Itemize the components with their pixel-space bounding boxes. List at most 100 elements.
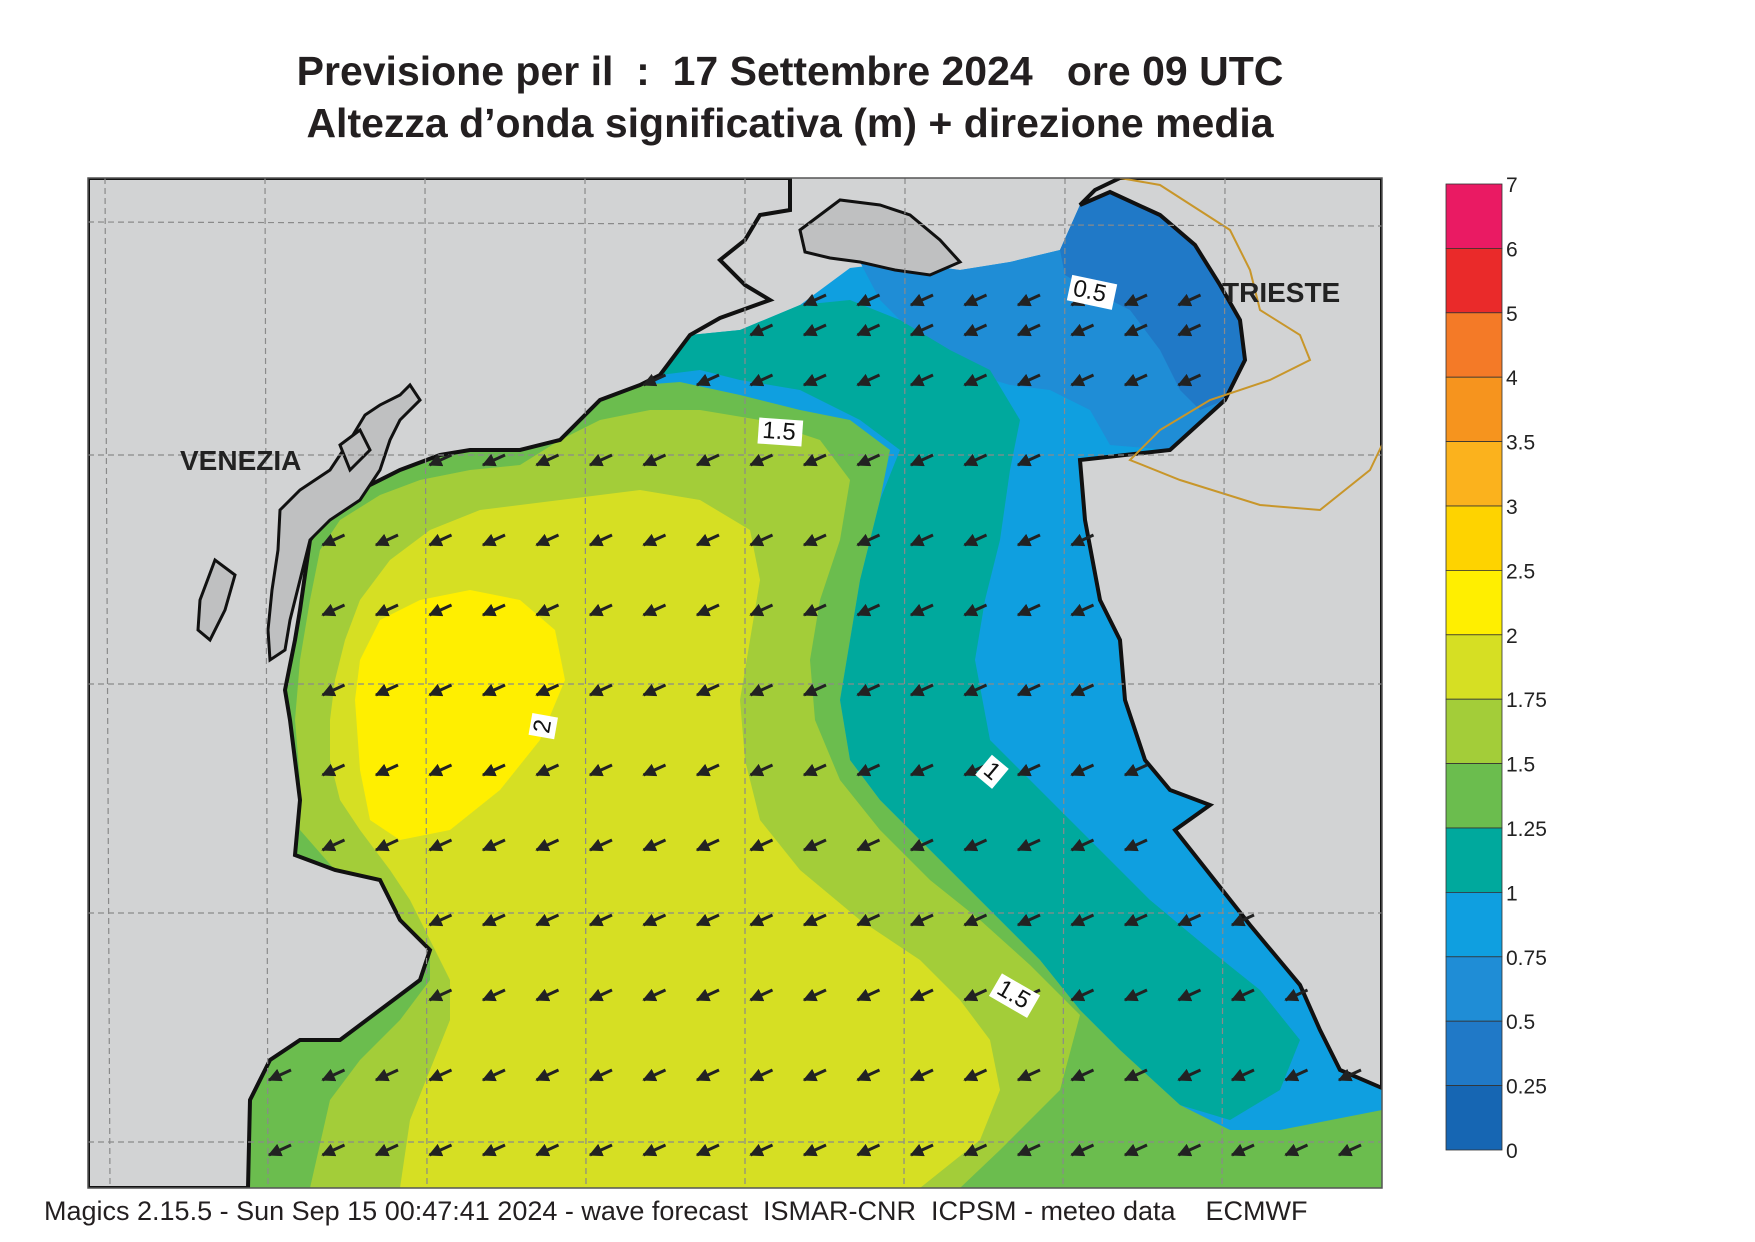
wave-direction-arrow bbox=[749, 603, 774, 617]
wave-direction-arrow bbox=[909, 1143, 934, 1157]
wave-direction-arrow bbox=[1123, 1068, 1148, 1082]
color-scale-legend: 7 6 5 4 3.5 3 2.5 2 1.75 1.5 1.25 1 0.75 0.5 0.25 0 bbox=[1445, 174, 1547, 1163]
wave-direction-arrow bbox=[481, 913, 506, 927]
wave-direction-arrow bbox=[321, 763, 346, 777]
wave-direction-arrow bbox=[1016, 913, 1041, 927]
wave-direction-arrow bbox=[321, 1143, 346, 1157]
wave-direction-arrow bbox=[321, 683, 346, 697]
contour-label: 2 bbox=[528, 717, 557, 735]
wave-direction-arrow bbox=[535, 453, 560, 467]
wave-direction-arrow bbox=[963, 533, 988, 547]
legend-color-box bbox=[1445, 827, 1503, 893]
wave-direction-arrow bbox=[481, 988, 506, 1002]
wave-direction-arrow bbox=[1177, 323, 1202, 337]
wave-direction-arrow bbox=[588, 913, 613, 927]
wave-direction-arrow bbox=[963, 913, 988, 927]
legend-color-box bbox=[1445, 956, 1503, 1022]
wave-direction-arrow bbox=[374, 1068, 399, 1082]
legend-tick-label: 1.5 bbox=[1506, 754, 1535, 777]
wave-direction-arrow bbox=[802, 453, 827, 467]
wave-direction-arrow bbox=[321, 603, 346, 617]
wave-direction-arrow bbox=[802, 293, 827, 307]
wave-direction-arrow bbox=[909, 838, 934, 852]
wave-direction-arrow bbox=[642, 763, 667, 777]
map-title-line2: Altezza d’onda significativa (m) + direz… bbox=[306, 100, 1274, 146]
wave-direction-arrow bbox=[428, 838, 453, 852]
map-title-line1: Previsione per il : 17 Settembre 2024 or… bbox=[296, 48, 1284, 94]
wave-direction-arrow bbox=[695, 838, 720, 852]
wave-direction-arrow bbox=[642, 603, 667, 617]
wave-direction-arrow bbox=[1070, 603, 1095, 617]
wave-direction-arrow bbox=[428, 453, 453, 467]
legend-color-box bbox=[1445, 892, 1503, 958]
wave-direction-arrow bbox=[267, 1143, 292, 1157]
wave-direction-arrow bbox=[535, 533, 560, 547]
wave-direction-arrow bbox=[588, 838, 613, 852]
wave-direction-arrow bbox=[1016, 293, 1041, 307]
wave-direction-arrow bbox=[856, 323, 881, 337]
wave-direction-arrow bbox=[428, 763, 453, 777]
legend-color-box bbox=[1445, 570, 1503, 636]
legend-tick-label: 0.25 bbox=[1506, 1076, 1547, 1099]
wave-direction-arrow bbox=[909, 373, 934, 387]
wave-direction-arrow bbox=[1016, 603, 1041, 617]
wave-direction-arrow bbox=[1070, 1143, 1095, 1157]
wave-direction-arrow bbox=[1123, 988, 1148, 1002]
wave-direction-arrow bbox=[963, 603, 988, 617]
wave-direction-arrow bbox=[535, 683, 560, 697]
legend-color-box bbox=[1445, 698, 1503, 765]
wave-direction-arrow bbox=[428, 1068, 453, 1082]
wave-direction-arrow bbox=[588, 988, 613, 1002]
legend-color-box bbox=[1445, 183, 1503, 249]
wave-direction-arrow bbox=[802, 373, 827, 387]
wave-direction-arrow bbox=[535, 1068, 560, 1082]
legend-tick-label: 6 bbox=[1506, 238, 1518, 261]
legend-tick-label: 0 bbox=[1506, 1140, 1518, 1163]
wave-direction-arrow bbox=[1284, 1143, 1309, 1157]
wave-direction-arrow bbox=[856, 913, 881, 927]
wave-direction-arrow bbox=[1016, 1068, 1041, 1082]
legend-tick-label: 1.75 bbox=[1506, 689, 1547, 712]
wave-direction-arrow bbox=[1177, 1068, 1202, 1082]
wave-direction-arrow bbox=[749, 323, 774, 337]
legend-color-box bbox=[1445, 247, 1503, 314]
wave-direction-arrow bbox=[1123, 323, 1148, 337]
wave-direction-arrow bbox=[374, 603, 399, 617]
legend-color-box bbox=[1445, 312, 1503, 378]
wave-direction-arrow bbox=[856, 988, 881, 1002]
wave-direction-arrow bbox=[1070, 373, 1095, 387]
wave-direction-arrow bbox=[963, 373, 988, 387]
wave-direction-arrow bbox=[963, 1143, 988, 1157]
wave-direction-arrow bbox=[642, 838, 667, 852]
wave-direction-arrow bbox=[1123, 763, 1148, 777]
wave-direction-arrow bbox=[642, 533, 667, 547]
legend-tick-label: 4 bbox=[1506, 367, 1518, 390]
wave-direction-arrow bbox=[749, 1143, 774, 1157]
wave-direction-arrow bbox=[321, 838, 346, 852]
place-label-trieste: TRIESTE bbox=[1222, 277, 1340, 308]
wave-direction-arrow bbox=[374, 683, 399, 697]
wave-direction-arrow bbox=[1230, 1068, 1255, 1082]
wave-direction-arrow bbox=[374, 838, 399, 852]
wave-direction-arrow bbox=[588, 603, 613, 617]
wave-direction-arrow bbox=[588, 533, 613, 547]
wave-direction-arrow bbox=[963, 683, 988, 697]
legend-color-box bbox=[1445, 505, 1503, 571]
wave-direction-arrow bbox=[1016, 838, 1041, 852]
wave-direction-arrow bbox=[1070, 683, 1095, 697]
wave-direction-arrow bbox=[909, 1068, 934, 1082]
wave-direction-arrow bbox=[856, 763, 881, 777]
wave-direction-arrow bbox=[1337, 1068, 1362, 1082]
wave-direction-arrows bbox=[267, 293, 1362, 1157]
wave-direction-arrow bbox=[802, 838, 827, 852]
wave-direction-arrow bbox=[321, 1068, 346, 1082]
wave-direction-arrow bbox=[481, 453, 506, 467]
wave-direction-arrow bbox=[535, 763, 560, 777]
wave-direction-arrow bbox=[695, 913, 720, 927]
wave-direction-arrow bbox=[695, 533, 720, 547]
wave-direction-arrow bbox=[428, 1143, 453, 1157]
wave-direction-arrow bbox=[481, 683, 506, 697]
wave-direction-arrow bbox=[481, 603, 506, 617]
wave-direction-arrow bbox=[1016, 683, 1041, 697]
wave-direction-arrow bbox=[802, 1068, 827, 1082]
